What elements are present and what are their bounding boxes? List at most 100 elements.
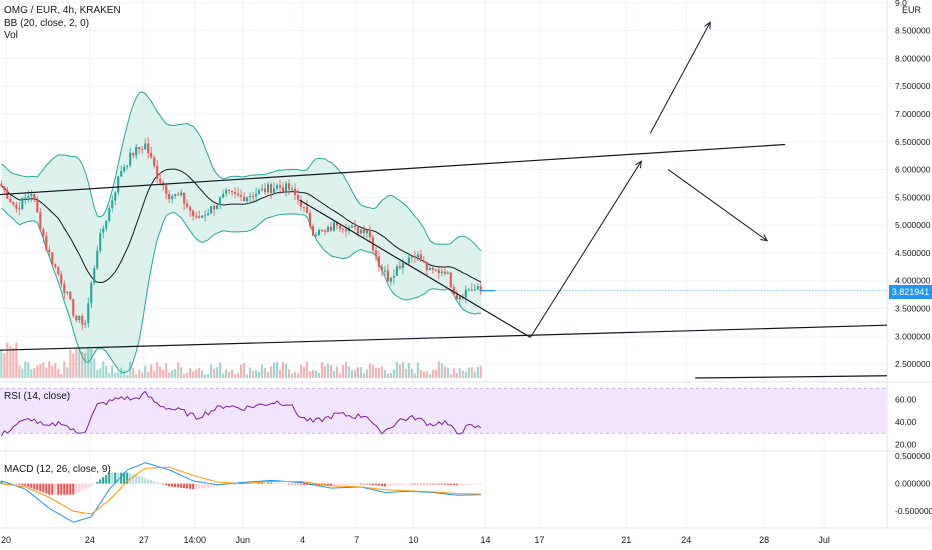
volume-bar: [329, 365, 333, 378]
candle-body: [308, 212, 312, 227]
volume-bar: [416, 362, 419, 378]
candle-body: [350, 225, 354, 228]
macd-histogram-bar: [0, 480, 3, 484]
macd-histogram-bar: [374, 483, 377, 486]
volume-bar: [353, 370, 356, 378]
volume-bar: [201, 370, 204, 378]
candle-body: [51, 252, 54, 265]
time-tick-label: 10: [409, 535, 419, 545]
bb-basis-line: [1, 168, 482, 283]
macd-histogram-bar: [353, 483, 356, 485]
volume-bar: [36, 365, 39, 378]
volume-bar: [48, 361, 51, 378]
volume-bar: [362, 373, 365, 378]
macd-histogram-bar: [210, 483, 213, 488]
volume-bar: [386, 373, 389, 378]
candle-body: [168, 193, 171, 200]
candle-body: [183, 192, 186, 204]
time-tick-label: 20: [1, 535, 11, 545]
candle-body: [18, 208, 21, 210]
macd-histogram-bar: [383, 483, 386, 487]
price-tick-label: 4.500000: [895, 248, 931, 258]
candle-body: [353, 225, 356, 228]
rsi-band: [0, 388, 887, 434]
macd-histogram-bar: [141, 477, 144, 484]
macd-histogram-bar: [470, 483, 473, 485]
price-tick-label: 7.000000: [895, 109, 931, 119]
macd-histogram-bar: [261, 482, 264, 484]
candle-body: [437, 269, 440, 274]
volume-bar: [21, 368, 24, 378]
candle-body: [84, 323, 87, 325]
volume-bar: [252, 371, 255, 378]
macd-histogram-bar: [293, 483, 297, 485]
symbol-legend[interactable]: OMG / EUR, 4h, KRAKEN: [4, 5, 121, 16]
candle-body: [365, 230, 368, 234]
time-tick-label: 14: [480, 535, 490, 545]
candle-body: [446, 272, 449, 274]
bb-lower-band: [1, 208, 481, 374]
macd-histogram-bar: [195, 483, 198, 489]
volume-bar: [404, 368, 407, 378]
candle-body: [383, 270, 386, 272]
candle-body: [54, 264, 57, 267]
macd-histogram-bar: [464, 483, 467, 485]
volume-bar: [350, 370, 354, 378]
macd-histogram-bar: [407, 483, 410, 485]
macd-histogram-bar: [201, 483, 204, 489]
candle-body: [117, 176, 120, 193]
macd-histogram-bar: [21, 483, 24, 486]
volume-bar: [380, 366, 383, 378]
macd-histogram-bar: [123, 472, 126, 484]
volume-bar: [293, 372, 297, 378]
volume-bar: [231, 369, 234, 378]
volume-bar: [216, 367, 219, 378]
volume-bar: [305, 361, 309, 378]
macd-histogram-bar: [371, 483, 374, 486]
rsi-legend[interactable]: RSI (14, close): [4, 391, 71, 402]
macd-histogram-bar: [368, 483, 371, 485]
candle-body: [356, 227, 359, 234]
candle-body: [261, 188, 264, 190]
macd-histogram-bar: [204, 483, 207, 488]
macd-histogram-bar: [177, 483, 180, 488]
candle-body: [410, 256, 413, 258]
macd-histogram-bar: [156, 482, 159, 484]
macd-legend[interactable]: MACD (12, 26, close, 9): [4, 464, 111, 475]
candlestick-series: [0, 137, 887, 331]
candle-body: [467, 289, 470, 291]
macd-histogram-bar: [192, 483, 195, 490]
price-tick-label: 5.500000: [895, 192, 931, 202]
macd-histogram-bar: [350, 483, 354, 485]
volume-bar: [33, 368, 36, 378]
macd-histogram-bar: [266, 482, 270, 484]
volume-bar: [320, 362, 324, 378]
candle-body: [431, 268, 434, 270]
volume-bar: [132, 367, 135, 378]
macd-histogram-bar: [269, 482, 273, 484]
macd-histogram-bar: [90, 483, 93, 487]
volume-bar: [207, 374, 210, 378]
rsi-pane: [0, 387, 887, 437]
volume-bar: [410, 368, 413, 378]
vol-legend[interactable]: Vol: [4, 30, 18, 41]
candle-body: [15, 204, 18, 209]
volume-bar: [311, 370, 315, 378]
candle-body: [123, 166, 126, 172]
volume-bar: [165, 363, 168, 378]
macd-histogram-bar: [9, 482, 12, 484]
macd-histogram-bar: [81, 483, 84, 491]
volume-bar: [150, 364, 153, 378]
volume-bar: [398, 364, 401, 378]
candle-body: [398, 266, 401, 269]
macd-histogram-bar: [147, 479, 150, 484]
time-axis[interactable]: 20 24 27 14:00 Jun 4 7 10 14 17 21 24 28 Jul: [1, 535, 830, 545]
trend-drawings[interactable]: [0, 21, 888, 379]
bb-legend[interactable]: BB (20, close, 2, 0): [4, 18, 90, 29]
macd-histogram-bar: [425, 483, 428, 485]
volume-bar: [87, 346, 90, 378]
price-axis[interactable]: 2.500000 3.000000 3.500000 4.000000 4.500000…: [895, 0, 932, 516]
candle-body: [144, 143, 147, 150]
volume-bar: [42, 362, 45, 378]
